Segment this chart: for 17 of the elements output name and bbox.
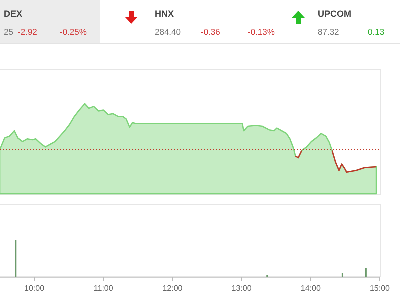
x-tick-label: 10:00	[24, 284, 46, 293]
text: 0.13	[368, 27, 385, 37]
text: 284.40	[155, 27, 182, 37]
x-tick-label: 12:00	[162, 284, 184, 293]
x-tick-label: 11:00	[94, 284, 114, 293]
text: -0.36	[201, 27, 221, 37]
text: DEX	[4, 9, 23, 19]
text: HNX	[155, 9, 174, 19]
text: -0.25%	[60, 27, 88, 37]
x-tick-label: 13:00	[232, 284, 252, 293]
text: 25	[4, 27, 14, 37]
text: -2.92	[18, 27, 38, 37]
text: UPCOM	[318, 9, 352, 19]
x-tick-label: 15:00	[370, 284, 391, 293]
x-tick-label: 14:00	[300, 284, 322, 293]
text: 87.32	[318, 27, 340, 37]
text: -0.13%	[248, 27, 276, 37]
